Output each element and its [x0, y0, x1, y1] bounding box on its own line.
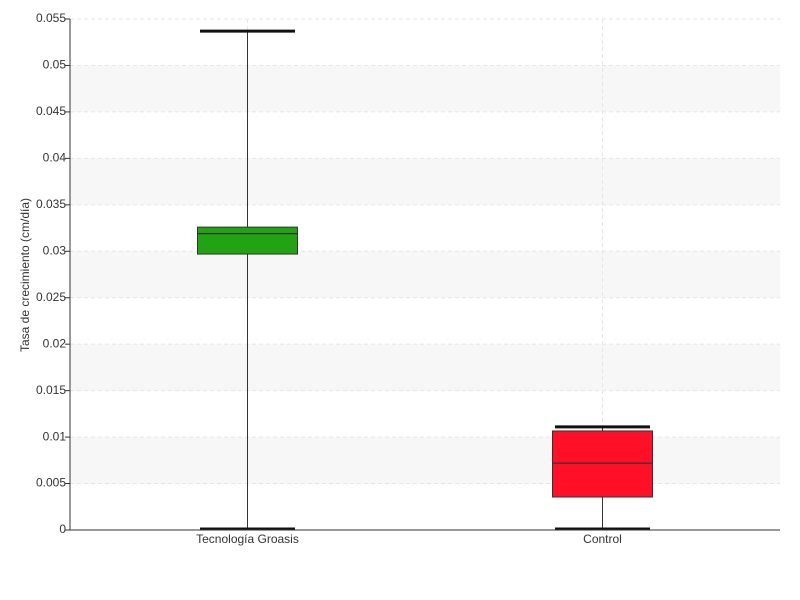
y-tick-label: 0.055: [36, 11, 66, 25]
grid-band: [70, 65, 780, 112]
grid-band: [70, 437, 780, 484]
x-tick-label: Tecnología Groasis: [196, 532, 299, 546]
y-tick-label: 0.015: [36, 383, 66, 397]
box: [197, 226, 298, 255]
y-tick-label: 0.02: [43, 336, 67, 350]
grid-band: [70, 158, 780, 205]
y-axis-label: Tasa de crecimiento (cm/día): [18, 198, 32, 352]
x-tick-label: Control: [583, 532, 622, 546]
grid-band: [70, 251, 780, 298]
y-tick-label: 0.045: [36, 104, 66, 118]
y-tick-label: 0.035: [36, 197, 66, 211]
y-tick-label: 0.005: [36, 476, 66, 490]
y-tick-label: 0.025: [36, 290, 66, 304]
y-tick-label: 0: [59, 522, 66, 536]
y-tick-label: 0.04: [43, 151, 67, 165]
y-tick-label: 0.01: [43, 429, 67, 443]
y-tick-label: 0.03: [43, 243, 67, 257]
box: [552, 430, 653, 498]
y-tick-label: 0.05: [43, 58, 67, 72]
grid-band: [70, 344, 780, 391]
